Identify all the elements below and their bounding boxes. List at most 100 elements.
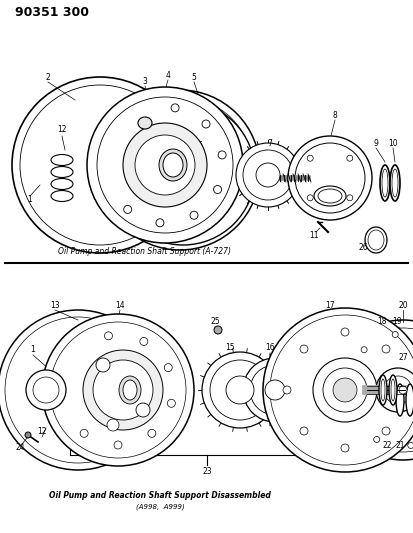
Circle shape [80, 430, 88, 438]
Circle shape [350, 411, 356, 417]
Circle shape [42, 314, 194, 466]
Ellipse shape [391, 379, 395, 401]
Circle shape [202, 352, 278, 428]
Text: 13: 13 [50, 301, 60, 310]
Circle shape [12, 77, 188, 253]
Circle shape [104, 332, 112, 340]
Ellipse shape [368, 230, 384, 250]
Circle shape [226, 376, 254, 404]
Text: 25: 25 [210, 318, 220, 327]
Circle shape [236, 143, 300, 207]
Circle shape [382, 427, 390, 435]
Text: 15: 15 [225, 343, 235, 352]
Text: 22: 22 [382, 440, 392, 449]
Text: 24: 24 [15, 443, 25, 453]
Circle shape [167, 399, 176, 407]
Circle shape [361, 347, 367, 353]
Circle shape [307, 195, 313, 201]
Circle shape [323, 368, 367, 412]
Text: 16: 16 [265, 343, 275, 352]
Circle shape [408, 442, 413, 448]
Ellipse shape [390, 165, 400, 201]
Text: 3: 3 [142, 77, 147, 86]
Ellipse shape [380, 165, 390, 201]
Circle shape [263, 308, 413, 472]
Circle shape [107, 97, 253, 243]
Circle shape [107, 419, 119, 431]
Circle shape [25, 432, 31, 438]
Ellipse shape [318, 189, 342, 203]
Circle shape [382, 345, 390, 353]
Circle shape [300, 427, 308, 435]
Text: 9: 9 [374, 139, 378, 148]
Ellipse shape [406, 384, 413, 416]
Text: 6: 6 [197, 141, 202, 149]
Ellipse shape [51, 190, 73, 201]
Circle shape [250, 365, 300, 415]
Circle shape [100, 90, 260, 250]
Circle shape [33, 377, 59, 403]
Circle shape [214, 326, 222, 334]
Circle shape [243, 358, 307, 422]
Circle shape [256, 163, 280, 187]
Circle shape [313, 358, 377, 422]
Circle shape [171, 104, 179, 112]
Text: 14: 14 [115, 301, 125, 310]
Circle shape [392, 332, 398, 337]
Circle shape [345, 377, 351, 383]
Circle shape [347, 195, 353, 201]
Circle shape [5, 317, 151, 463]
Circle shape [111, 101, 255, 245]
Ellipse shape [396, 384, 404, 416]
Circle shape [399, 386, 407, 394]
Text: 10: 10 [388, 139, 398, 148]
Text: 26: 26 [358, 244, 368, 253]
Ellipse shape [51, 179, 73, 190]
Circle shape [123, 123, 207, 207]
Circle shape [218, 151, 226, 159]
Circle shape [96, 358, 110, 372]
Text: 23: 23 [202, 467, 212, 477]
Circle shape [20, 85, 180, 245]
Circle shape [93, 360, 153, 420]
Circle shape [283, 386, 291, 394]
Ellipse shape [365, 227, 387, 253]
Text: 12: 12 [57, 125, 67, 134]
Circle shape [190, 211, 198, 219]
Circle shape [347, 155, 353, 161]
Circle shape [140, 337, 148, 345]
Text: 7: 7 [268, 139, 273, 148]
Text: (A998,  A999): (A998, A999) [135, 504, 184, 510]
Text: 8: 8 [332, 110, 337, 119]
Circle shape [26, 370, 66, 410]
Text: 17: 17 [325, 301, 335, 310]
Circle shape [40, 360, 100, 420]
Text: Oil Pump and Reaction Shaft Support Disassembled: Oil Pump and Reaction Shaft Support Disa… [49, 490, 271, 499]
Circle shape [83, 350, 163, 430]
Text: 27: 27 [398, 353, 408, 362]
Text: 18: 18 [377, 318, 387, 327]
Circle shape [210, 360, 270, 420]
Text: 11: 11 [309, 231, 319, 240]
Circle shape [384, 376, 412, 404]
Ellipse shape [138, 117, 152, 129]
Ellipse shape [379, 375, 387, 405]
Circle shape [341, 444, 349, 452]
Circle shape [341, 328, 413, 452]
Circle shape [374, 437, 380, 442]
Circle shape [50, 322, 186, 458]
Circle shape [341, 328, 349, 336]
Circle shape [288, 136, 372, 220]
Text: Oil Pump and Reaction Shaft Support (A-727): Oil Pump and Reaction Shaft Support (A-7… [59, 247, 232, 256]
Circle shape [148, 430, 156, 438]
Circle shape [333, 320, 413, 460]
Text: 2: 2 [45, 74, 50, 83]
Circle shape [333, 378, 357, 402]
Circle shape [295, 143, 365, 213]
Circle shape [202, 120, 210, 128]
Circle shape [135, 135, 195, 195]
Circle shape [265, 380, 285, 400]
Circle shape [114, 441, 122, 449]
Circle shape [156, 219, 164, 227]
Circle shape [164, 364, 172, 372]
